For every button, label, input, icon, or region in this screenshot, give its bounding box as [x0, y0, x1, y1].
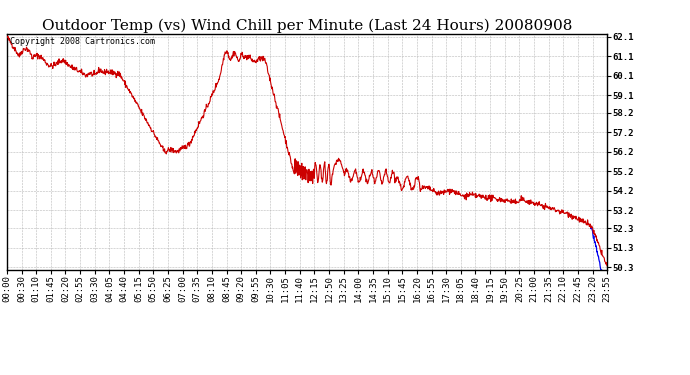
- Text: Copyright 2008 Cartronics.com: Copyright 2008 Cartronics.com: [10, 37, 155, 46]
- Title: Outdoor Temp (vs) Wind Chill per Minute (Last 24 Hours) 20080908: Outdoor Temp (vs) Wind Chill per Minute …: [42, 18, 572, 33]
